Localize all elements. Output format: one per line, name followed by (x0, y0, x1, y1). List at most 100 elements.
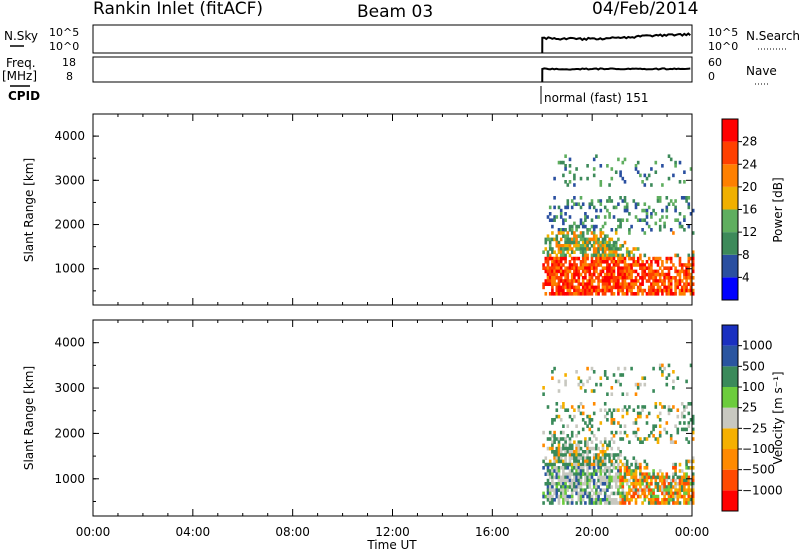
echo-cell (658, 366, 662, 371)
echo-cell (650, 501, 653, 505)
echo-cell (564, 382, 567, 387)
echo-cell (650, 272, 653, 277)
echo-cell (577, 234, 581, 238)
echo-cell (570, 446, 574, 451)
echo-cell (678, 212, 682, 216)
echo-cell (562, 482, 565, 486)
echo-cell (634, 164, 638, 168)
echo-cell (568, 453, 572, 457)
echo-cell (579, 247, 583, 251)
echo-cell (612, 272, 616, 277)
echo-cell (650, 491, 653, 496)
echo-cell (687, 196, 691, 200)
echo-cell (630, 292, 633, 296)
echo-cell (643, 488, 647, 492)
echo-cell (669, 279, 673, 283)
echo-cell (559, 478, 563, 483)
echo-cell (595, 253, 598, 258)
echo-cell (674, 269, 677, 274)
echo-cell (691, 269, 695, 274)
echo-cell (581, 244, 585, 248)
echo-cell (606, 453, 609, 457)
echo-cell (661, 485, 664, 489)
echo-cell (665, 498, 669, 502)
station-title: Rankin Inlet (fitACF) (93, 0, 263, 19)
echo-cell (663, 272, 666, 277)
echo-cell (575, 446, 578, 451)
echo-cell (544, 282, 548, 286)
echo-cell (661, 498, 664, 502)
echo-cell (573, 176, 576, 181)
echo-cell (577, 446, 581, 451)
echo-cell (639, 485, 642, 489)
echo-cell (636, 263, 640, 267)
echo-cell (667, 501, 671, 505)
echo-cell (577, 224, 581, 229)
echo-cell (568, 462, 572, 467)
echo-cell (584, 459, 587, 464)
echo-cell (566, 446, 570, 451)
echo-cell (573, 237, 576, 242)
echo-cell (665, 475, 669, 480)
echo-cell (608, 482, 611, 486)
echo-cell (546, 215, 550, 219)
echo-cell (557, 466, 561, 470)
echo-cell (592, 472, 596, 476)
echo-cell (630, 266, 633, 270)
echo-cell (608, 244, 611, 248)
echo-cell (656, 485, 660, 489)
echo-cell (575, 485, 578, 489)
echo-cell (562, 478, 565, 483)
echo-cell (678, 482, 682, 486)
echo-cell (564, 498, 567, 502)
echo-cell (665, 491, 669, 496)
colorbar-tick-label: 1000 (742, 339, 773, 353)
echo-cell (619, 224, 622, 229)
echo-cell (606, 411, 609, 416)
echo-cell (588, 228, 592, 232)
echo-cell (603, 482, 607, 486)
echo-cell (595, 488, 598, 492)
echo-cell (685, 269, 688, 274)
echo-cell (579, 263, 583, 267)
echo-cell (658, 363, 662, 368)
echo-cell (555, 260, 559, 264)
echo-cell (557, 459, 561, 464)
echo-cell (628, 440, 631, 444)
echo-cell (608, 440, 611, 444)
echo-cell (608, 408, 611, 412)
echo-cell (663, 282, 666, 286)
echo-cell (590, 256, 594, 261)
echo-cell (562, 469, 565, 473)
echo-cell (612, 253, 616, 258)
echo-cell (546, 446, 550, 451)
echo-cell (665, 421, 669, 425)
echo-cell (674, 482, 677, 486)
colorbar-segment (722, 345, 738, 367)
echo-cell (619, 170, 622, 174)
echo-cell (610, 392, 614, 396)
echo-cell (553, 276, 556, 280)
echo-cell (614, 285, 618, 290)
echo-cell (680, 279, 684, 283)
echo-cell (621, 488, 625, 492)
echo-cell (641, 272, 644, 277)
echo-cell (689, 256, 693, 261)
echo-cell (661, 472, 664, 476)
echo-cell (623, 430, 627, 435)
echo-cell (621, 244, 625, 248)
echo-cell (645, 212, 649, 216)
echo-cell (652, 292, 655, 296)
echo-cell (542, 285, 545, 290)
echo-cell (581, 498, 585, 502)
echo-cell (625, 469, 629, 473)
echo-cell (608, 266, 611, 270)
echo-cell (687, 256, 691, 261)
echo-cell (575, 279, 578, 283)
echo-cell (553, 466, 556, 470)
echo-cell (568, 237, 572, 242)
echo-cell (573, 234, 576, 238)
echo-cell (614, 279, 618, 283)
